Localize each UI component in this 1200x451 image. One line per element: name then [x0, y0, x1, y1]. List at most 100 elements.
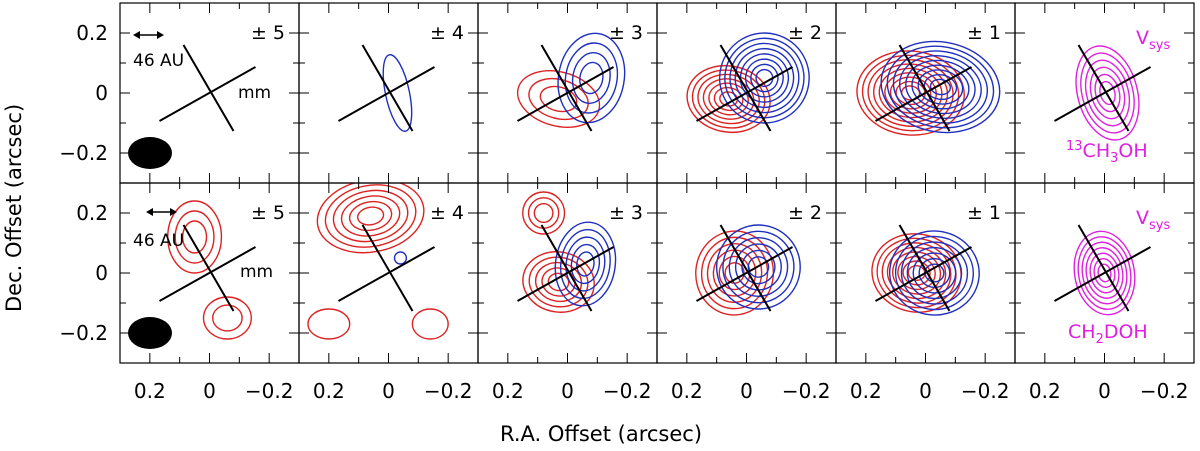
red-contour — [348, 200, 393, 232]
magenta-contour — [1094, 73, 1121, 113]
panel-contours — [695, 224, 801, 316]
scale-bar-bottom: 46 AU mm — [128, 208, 273, 349]
blue-contour — [734, 243, 782, 291]
blue-contour — [739, 53, 790, 103]
panel-contours — [856, 40, 1001, 136]
red-contour — [324, 184, 417, 248]
blue-contour — [557, 32, 626, 124]
velocity-label: ± 2 — [788, 22, 822, 44]
blue-contour — [382, 54, 413, 132]
x-axis-title: R.A. Offset (arcsec) — [500, 422, 702, 446]
blue-contour — [576, 251, 595, 277]
magenta-contour — [1073, 230, 1136, 316]
velocity-label: ± 1 — [967, 202, 1001, 224]
blue-contour — [565, 236, 606, 292]
panel: ± 4 — [298, 2, 479, 184]
magenta-contour — [1085, 247, 1124, 299]
panel-contours — [686, 32, 810, 133]
panel-contours — [1054, 224, 1151, 316]
panel: ± 1 0.2 0 −0.2 — [835, 182, 1016, 403]
blue-contour — [892, 50, 989, 124]
red-contour — [713, 86, 744, 112]
red-contour — [886, 246, 947, 300]
red-contour — [356, 206, 385, 226]
blue-contour — [741, 249, 776, 285]
velocity-label: ± 3 — [609, 202, 643, 224]
panel-contours — [517, 191, 617, 313]
disk-axis-line — [540, 44, 593, 132]
red-contour — [884, 72, 937, 114]
panel: ± 3 0.2 0 −0.2 — [477, 182, 658, 403]
x-tick-label: 0.2 — [492, 379, 524, 403]
blue-contour — [579, 61, 604, 95]
x-tick-label: −0.2 — [782, 379, 831, 403]
panel: ± 5 0.2 0 −0.2 — [59, 2, 300, 184]
blue-contour — [912, 252, 957, 294]
red-contour — [856, 50, 965, 136]
red-contour — [700, 236, 769, 310]
panel-contours — [307, 183, 449, 340]
disk-axis-line — [898, 44, 951, 132]
panel: 0.2 0 −0.2 — [1014, 182, 1195, 403]
outflow-axis-line — [696, 66, 793, 122]
y-tick-label: 0 — [95, 261, 108, 285]
outflow-axis-line — [875, 66, 972, 122]
blue-contour — [918, 257, 951, 289]
panel: ± 2 0.2 0 −0.2 — [656, 182, 837, 403]
red-contour — [697, 73, 760, 125]
x-tick-label: 0 — [382, 379, 395, 403]
beam-ellipse-icon — [128, 137, 172, 169]
blue-contour — [886, 45, 995, 129]
x-tick-label: −0.2 — [1140, 379, 1189, 403]
outflow-axis-line — [338, 66, 435, 122]
magenta-contour — [1089, 252, 1120, 294]
x-tick-label: 0.2 — [1029, 379, 1061, 403]
x-tick-label: 0 — [561, 379, 574, 403]
vsys-label: Vsys — [1136, 207, 1170, 233]
panel: ± 2 — [656, 2, 837, 184]
arrowhead-left-icon — [146, 208, 153, 216]
red-contour — [212, 304, 243, 332]
x-tick-label: 0 — [203, 379, 216, 403]
vsys-label-top: Vsys — [1136, 27, 1170, 53]
velocity-label: ± 3 — [609, 22, 643, 44]
y-tick-label: 0.2 — [76, 21, 108, 45]
red-contour — [534, 261, 583, 303]
magenta-contour — [1077, 236, 1132, 310]
molecule-label-bottom: CH2DOH — [1068, 321, 1148, 347]
velocity-label: ± 1 — [967, 22, 1001, 44]
panel — [1014, 2, 1195, 184]
x-tick-label: 0 — [740, 379, 753, 403]
molecule-label: CH2DOH — [1068, 321, 1148, 347]
magenta-contour — [1075, 45, 1140, 141]
blue-contour — [923, 73, 958, 101]
red-contour — [181, 220, 208, 254]
red-contour — [889, 76, 932, 110]
red-contour — [167, 200, 223, 274]
red-contour — [528, 77, 589, 121]
blue-contour — [724, 37, 805, 119]
panel: ± 5 0.2 0 −0.2 0.2 0 −0.2 — [59, 182, 300, 403]
blue-contour — [571, 52, 611, 104]
disk-axis-line — [898, 224, 951, 312]
scale-bar-top: 46 AU mm — [128, 31, 271, 169]
red-contour — [695, 230, 775, 316]
panel-contours — [159, 44, 256, 132]
red-contour — [522, 191, 566, 235]
x-tick-label: 0.2 — [671, 379, 703, 403]
panel-contours — [1054, 44, 1151, 141]
panel-contours — [338, 44, 435, 132]
x-tick-label: 0.2 — [850, 379, 882, 403]
red-contour — [174, 210, 215, 264]
panels-layer: ± 5 0.2 0 −0.2 ± 4 ± 3 ± 2 ± 1 ± 5 0.2 0 −0.2 0.2 0 −0… — [59, 2, 1195, 403]
blue-contour — [750, 63, 779, 93]
magenta-contour — [1093, 258, 1116, 288]
vsys-label: Vsys — [1136, 27, 1170, 53]
red-contour — [340, 195, 401, 237]
x-tick-label: 0 — [1098, 379, 1111, 403]
blue-contour — [715, 224, 801, 310]
red-contour — [527, 197, 560, 229]
red-contour — [876, 237, 957, 309]
blue-contour — [393, 251, 408, 265]
disk-axis-line — [719, 44, 772, 132]
